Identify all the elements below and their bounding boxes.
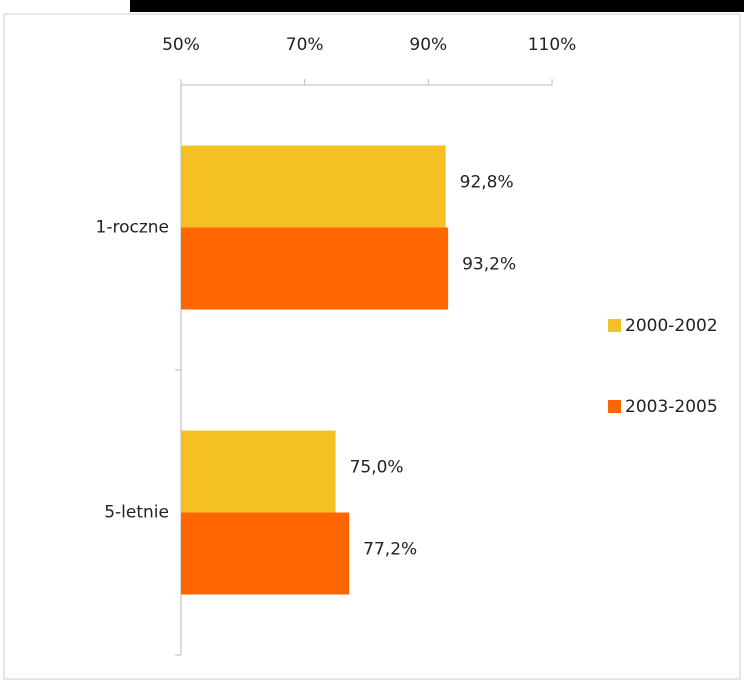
frame xyxy=(3,13,741,680)
x-tick-label: 70% xyxy=(286,35,324,55)
legend-swatch xyxy=(608,400,621,413)
x-tick-label: 110% xyxy=(528,35,577,55)
bar xyxy=(181,145,446,228)
y-tick-label: 5-letnie xyxy=(104,503,169,523)
bar xyxy=(181,227,449,310)
legend-label: 2000-2002 xyxy=(625,316,718,336)
legend-swatch xyxy=(608,319,621,332)
x-tick-label: 50% xyxy=(162,35,200,55)
value-label: 77,2% xyxy=(363,540,417,560)
y-tick-label: 1-roczne xyxy=(96,218,169,238)
top-bar xyxy=(130,0,744,12)
legend-label: 2003-2005 xyxy=(625,397,718,417)
bar xyxy=(181,430,336,513)
value-label: 93,2% xyxy=(462,255,516,275)
value-label: 92,8% xyxy=(460,173,514,193)
value-label: 75,0% xyxy=(350,458,404,478)
x-tick-label: 90% xyxy=(409,35,447,55)
bar xyxy=(181,512,350,595)
